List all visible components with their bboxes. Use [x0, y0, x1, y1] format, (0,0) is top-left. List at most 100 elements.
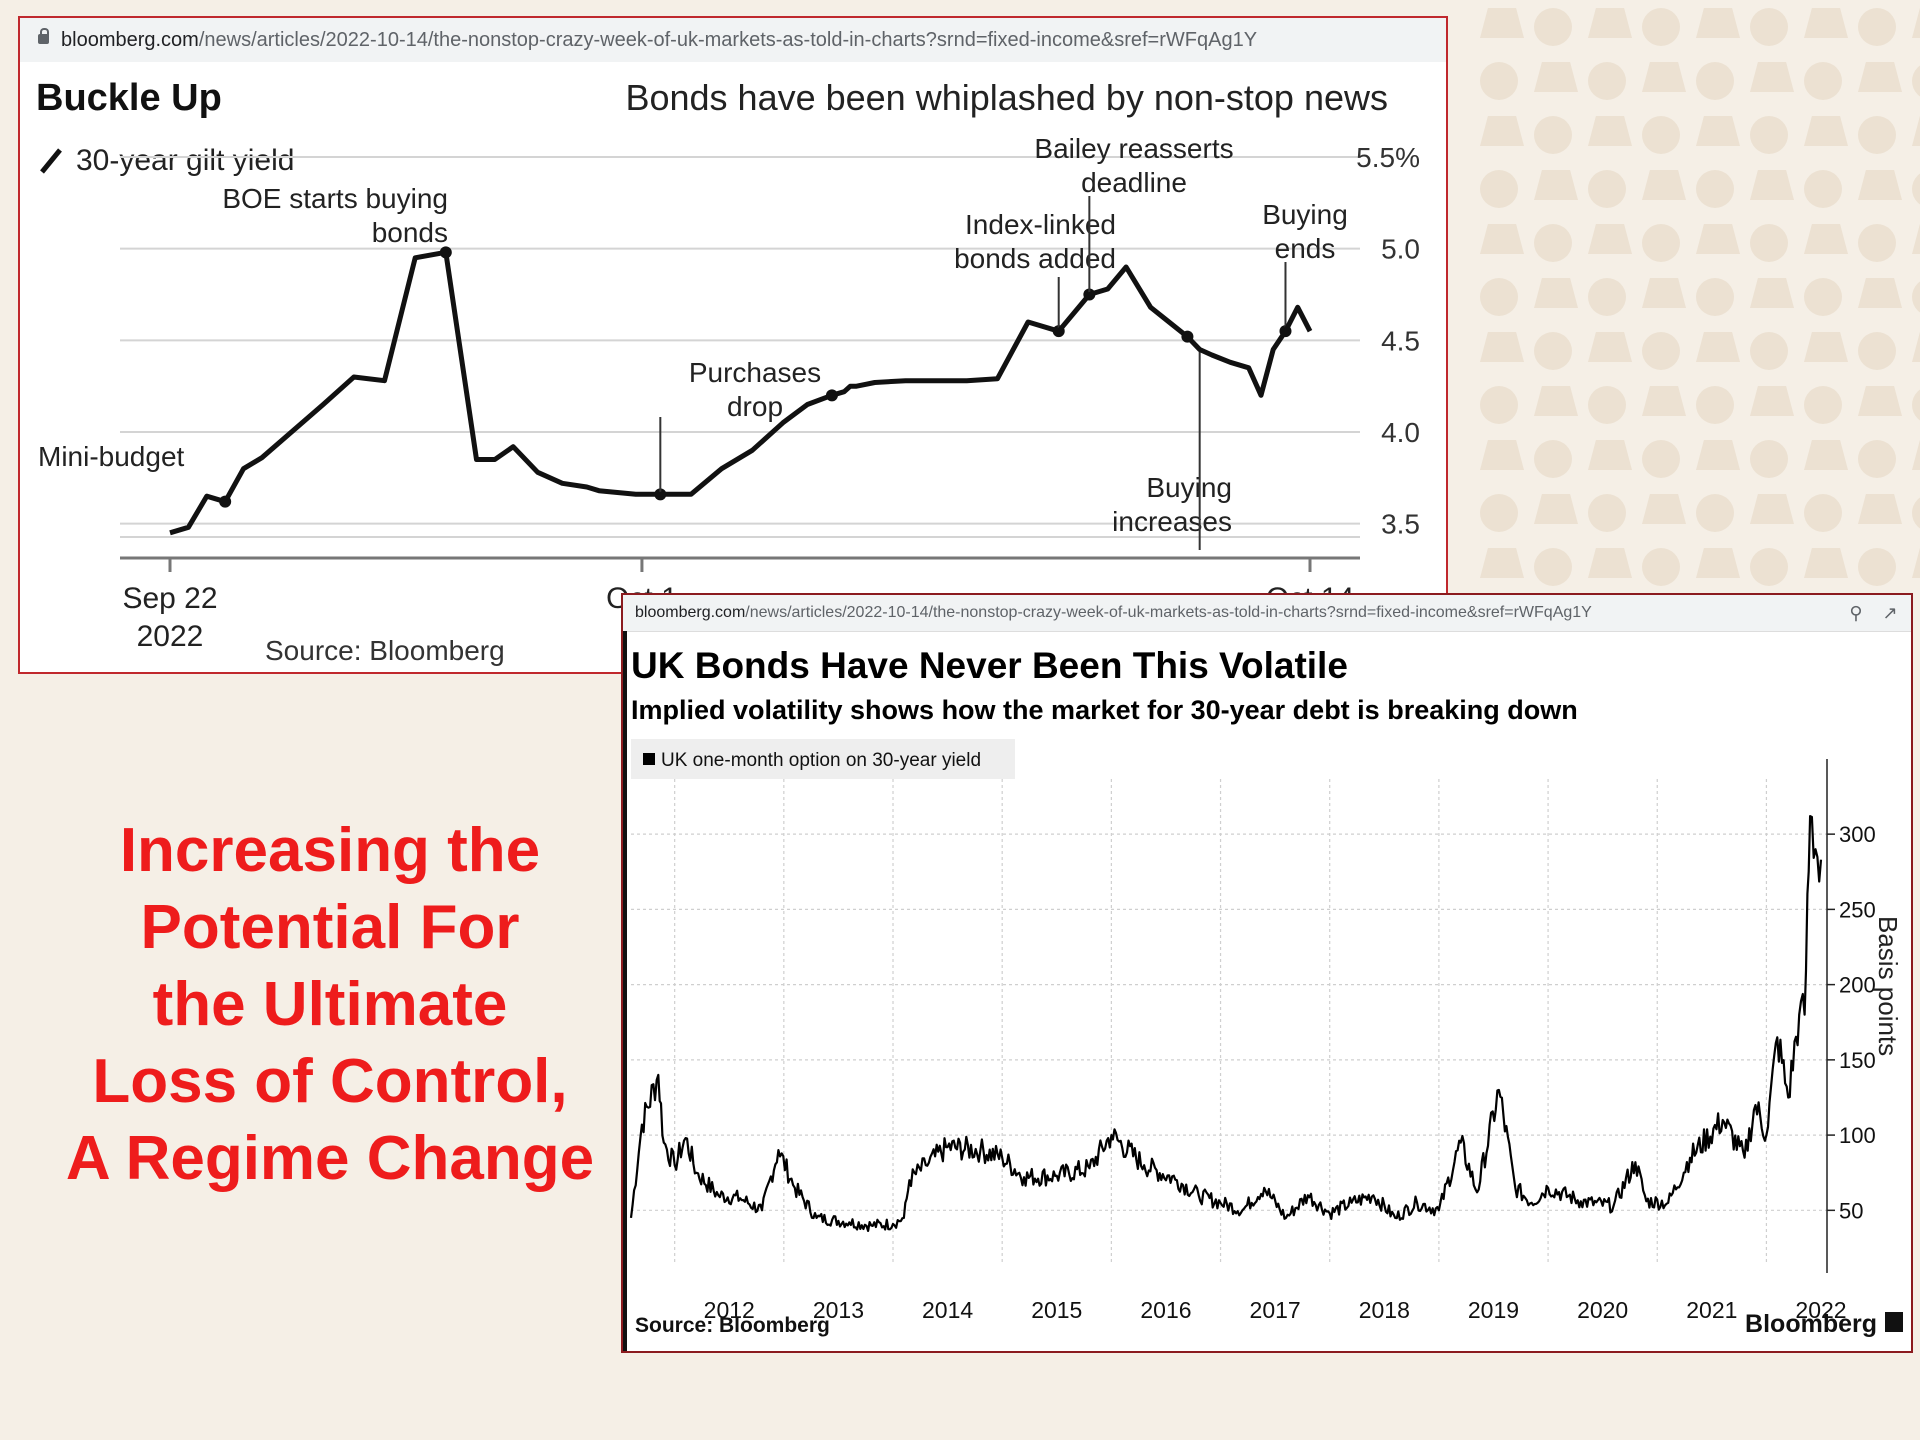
chart-left-border — [623, 631, 627, 1351]
pattern-trapezoid — [1480, 332, 1524, 362]
pattern-dot — [1804, 170, 1842, 208]
pattern-trapezoid — [1912, 440, 1920, 470]
y-tick-label: 300 — [1839, 822, 1876, 847]
pattern-trapezoid — [1912, 116, 1920, 146]
source-label: Source: Bloomberg — [635, 1314, 830, 1337]
pattern-trapezoid — [1642, 170, 1686, 200]
pattern-dot — [1480, 494, 1518, 532]
pattern-dot — [1588, 62, 1626, 100]
pattern-dot — [1642, 116, 1680, 154]
pattern-dot — [1750, 332, 1788, 370]
pattern-dot — [1696, 62, 1734, 100]
pattern-dot — [1912, 278, 1920, 316]
x-tick-label: 2015 — [1031, 1297, 1082, 1323]
annotation-label: increases — [1112, 506, 1232, 537]
pattern-trapezoid — [1858, 386, 1902, 416]
pattern-trapezoid — [1912, 332, 1920, 362]
implied-volatility-chart: UK Bonds Have Never Been This Volatile I… — [623, 631, 1903, 1351]
headline-line: Loss of Control, — [92, 1047, 568, 1116]
annotation-label: deadline — [1081, 167, 1187, 198]
x-tick-label: 2019 — [1468, 1297, 1519, 1323]
pattern-dot — [1912, 494, 1920, 532]
pattern-trapezoid — [1750, 62, 1794, 92]
pattern-trapezoid — [1642, 278, 1686, 308]
x-tick-label: 2020 — [1577, 1297, 1628, 1323]
decorative-dot-pattern — [1460, 0, 1920, 600]
pattern-trapezoid — [1588, 440, 1632, 470]
pattern-dot — [1912, 170, 1920, 208]
pattern-dot — [1480, 170, 1518, 208]
pattern-dot — [1750, 440, 1788, 478]
zoom-icon[interactable]: ⚲ — [1849, 603, 1863, 623]
share-icon[interactable]: ↗ — [1882, 603, 1898, 623]
pattern-dot — [1642, 8, 1680, 46]
bloomberg-logo-icon — [1885, 1312, 1903, 1332]
pattern-trapezoid — [1588, 332, 1632, 362]
pattern-dot — [1750, 224, 1788, 262]
address-bar[interactable]: bloomberg.com/news/articles/2022-10-14/t… — [20, 18, 1446, 62]
pattern-dot — [1480, 278, 1518, 316]
y-tick-label: 200 — [1839, 973, 1876, 998]
pattern-trapezoid — [1480, 440, 1524, 470]
slide-headline: Increasing the Potential For the Ultimate L… — [20, 812, 640, 1197]
y-tick-label: 5.0 — [1381, 234, 1420, 265]
pattern-dot — [1696, 386, 1734, 424]
headline-line: Potential For — [140, 893, 520, 962]
pattern-dot — [1858, 332, 1896, 370]
legend-swatch-icon — [40, 148, 62, 174]
annotation-label: bonds added — [954, 243, 1116, 274]
pattern-trapezoid — [1912, 224, 1920, 254]
pattern-trapezoid — [1858, 278, 1902, 308]
pattern-trapezoid — [1804, 224, 1848, 254]
pattern-trapezoid — [1588, 116, 1632, 146]
pattern-trapezoid — [1750, 278, 1794, 308]
x-tick-label: 2013 — [813, 1297, 864, 1323]
pattern-dot — [1696, 278, 1734, 316]
series-line — [629, 815, 1823, 1232]
chart-title: Buckle Up — [36, 77, 222, 119]
annotation-label: Buying — [1146, 472, 1232, 503]
annotation-label: Mini-budget — [38, 441, 185, 472]
top-chart-screenshot: bloomberg.com/news/articles/2022-10-14/t… — [18, 16, 1448, 674]
pattern-dot — [1858, 116, 1896, 154]
address-bar[interactable]: bloomberg.com/news/articles/2022-10-14/t… — [623, 595, 1911, 632]
pattern-dot — [1588, 278, 1626, 316]
pattern-trapezoid — [1588, 548, 1632, 578]
pattern-dot — [1534, 332, 1572, 370]
pattern-dot — [1480, 62, 1518, 100]
url-domain: bloomberg.com — [61, 29, 199, 51]
pattern-trapezoid — [1534, 278, 1578, 308]
pattern-dot — [1750, 548, 1788, 586]
brand-label: Bloomberg — [1745, 1310, 1877, 1338]
pattern-dot — [1696, 170, 1734, 208]
y-tick-label: 50 — [1839, 1198, 1863, 1223]
pattern-dot — [1588, 170, 1626, 208]
pattern-trapezoid — [1534, 62, 1578, 92]
pattern-trapezoid — [1804, 116, 1848, 146]
pattern-trapezoid — [1480, 548, 1524, 578]
x-tick-label: 2022 — [1795, 1297, 1846, 1323]
pattern-dot — [1642, 440, 1680, 478]
pattern-trapezoid — [1642, 386, 1686, 416]
pattern-dot — [1804, 278, 1842, 316]
pattern-dot — [1858, 224, 1896, 262]
pattern-dot — [1642, 224, 1680, 262]
legend-swatch-icon — [643, 753, 655, 765]
url-path: /news/articles/2022-10-14/the-nonstop-cr… — [745, 604, 1592, 621]
pattern-dot — [1642, 332, 1680, 370]
pattern-trapezoid — [1480, 224, 1524, 254]
headline-line: A Regime Change — [65, 1124, 595, 1193]
pattern-trapezoid — [1804, 8, 1848, 38]
x-tick-label: 2021 — [1686, 1297, 1737, 1323]
pattern-trapezoid — [1858, 494, 1902, 524]
gilt-yield-chart: Buckle Up Bonds have been whiplashed by … — [36, 77, 1420, 666]
headline-line: the Ultimate — [152, 970, 508, 1039]
pattern-dot — [1588, 494, 1626, 532]
pattern-trapezoid — [1588, 224, 1632, 254]
annotation-label: BOE starts buying — [222, 183, 448, 214]
chart-subtitle: Implied volatility shows how the market … — [631, 695, 1578, 725]
pattern-trapezoid — [1696, 116, 1740, 146]
pattern-trapezoid — [1696, 548, 1740, 578]
pattern-dot — [1912, 62, 1920, 100]
pattern-dot — [1804, 386, 1842, 424]
